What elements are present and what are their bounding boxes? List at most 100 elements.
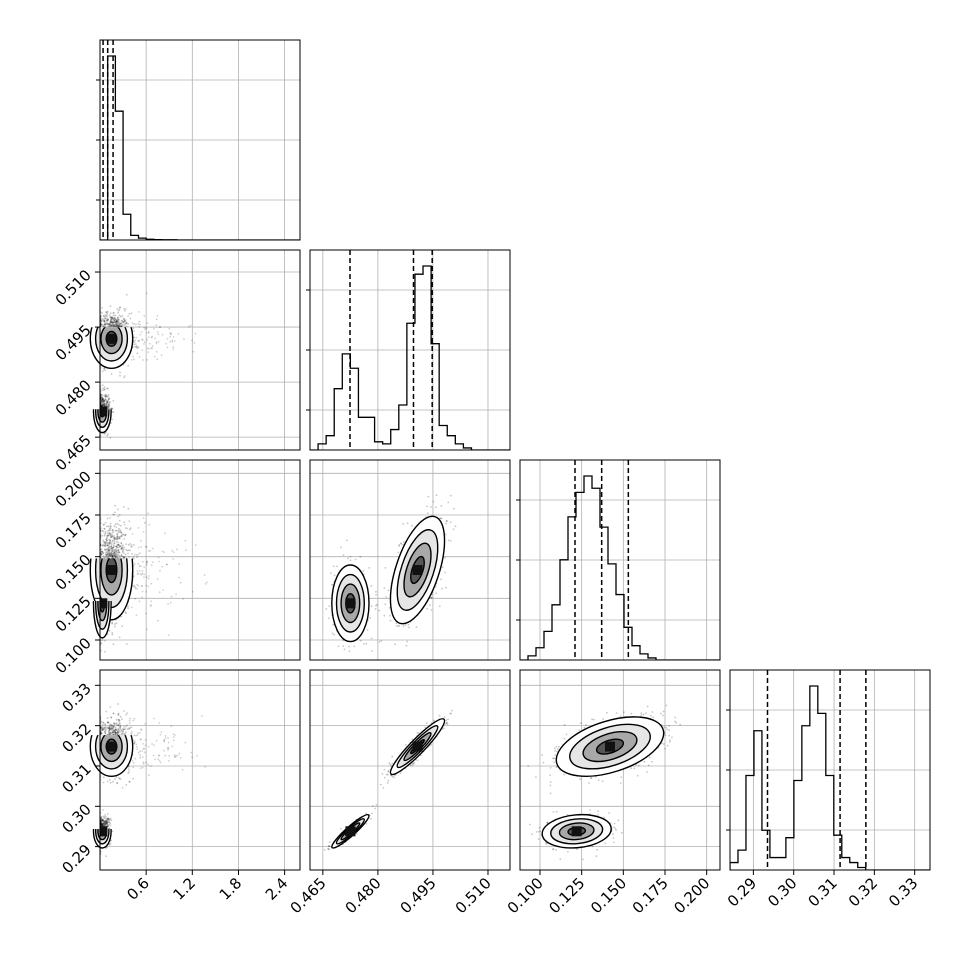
sample-point (109, 727, 112, 730)
sample-point (100, 642, 103, 645)
sample-point (103, 388, 106, 391)
sample-point (117, 713, 119, 716)
sample-point (119, 322, 122, 325)
sample-point (104, 542, 107, 545)
sample-point (107, 727, 110, 729)
sample-point (120, 324, 122, 327)
sample-point (108, 629, 111, 632)
sample-point (111, 731, 113, 734)
sample-point (120, 615, 123, 618)
sample-point (101, 529, 104, 532)
sample-point (105, 553, 108, 555)
sample-point (101, 550, 104, 553)
sample-point (116, 325, 119, 328)
sample-point (107, 721, 109, 724)
sample-point (112, 780, 114, 783)
sample-point (139, 552, 141, 554)
sample-point (118, 527, 120, 530)
sample-point (110, 323, 113, 326)
sample-point (145, 561, 148, 564)
sample-point (183, 338, 185, 340)
sample-point (125, 322, 128, 325)
sample-point (141, 339, 144, 341)
sample-point (106, 517, 109, 520)
sample-point (113, 535, 115, 537)
sample-point (169, 332, 172, 334)
sample-point (110, 553, 113, 556)
sample-point (118, 318, 120, 321)
sample-point (137, 322, 140, 325)
hist-panel-0 (99, 39, 301, 241)
sample-point (108, 538, 110, 541)
sample-point (105, 400, 108, 403)
sample-point (102, 398, 104, 401)
sample-point (105, 399, 108, 402)
sample-point (115, 545, 117, 548)
sample-point (110, 324, 113, 327)
sample-point (176, 548, 178, 551)
sample-point (110, 545, 113, 548)
sample-point (117, 309, 120, 312)
sample-point (101, 312, 103, 314)
sample-point (117, 724, 120, 727)
sample-point (122, 732, 124, 735)
sample-point (126, 549, 129, 552)
histogram-step (100, 55, 300, 240)
sample-point (115, 554, 118, 557)
sample-point (120, 554, 123, 557)
sample-point (109, 316, 112, 318)
sample-point (113, 551, 116, 554)
sample-point (113, 554, 115, 557)
sample-point (143, 341, 146, 344)
sample-point (108, 552, 110, 554)
sample-point (124, 553, 127, 556)
sample-point (108, 404, 111, 407)
sample-point (115, 323, 118, 326)
sample-point (103, 315, 105, 318)
sample-point (109, 723, 112, 725)
sample-point (203, 574, 206, 577)
sample-point (121, 547, 123, 550)
sample-point (133, 544, 135, 546)
sample-point (101, 534, 104, 537)
sample-point (132, 777, 135, 780)
sample-point (106, 556, 109, 558)
sample-point (119, 725, 122, 728)
sample-point (115, 546, 118, 548)
sample-point (121, 324, 123, 326)
sample-point (119, 715, 122, 718)
sample-point (117, 544, 119, 546)
sample-point (113, 549, 116, 551)
sample-point (138, 320, 141, 323)
sample-point (128, 770, 131, 773)
sample-point (101, 545, 104, 547)
sample-point (102, 539, 104, 542)
sample-point (115, 325, 118, 328)
sample-point (147, 336, 150, 339)
sample-point (117, 531, 120, 534)
sample-point (108, 727, 110, 730)
sample-point (109, 325, 112, 328)
sample-point (109, 546, 112, 548)
sample-point (170, 595, 173, 598)
sample-point (112, 553, 115, 555)
sample-point (137, 572, 140, 575)
density-peak (106, 333, 117, 344)
sample-point (121, 545, 124, 548)
sample-point (141, 585, 143, 587)
sample-point (129, 727, 132, 729)
sample-point (103, 386, 106, 389)
sample-point (124, 731, 127, 734)
sample-point (121, 315, 124, 317)
sample-point (102, 555, 105, 557)
sample-point (106, 554, 109, 557)
sample-point (111, 318, 113, 320)
sample-point (108, 552, 111, 555)
sample-point (120, 322, 123, 325)
sample-point (100, 398, 102, 400)
sample-point (126, 724, 128, 727)
sample-point (123, 319, 126, 321)
sample-point (120, 729, 123, 731)
sample-point (116, 731, 119, 734)
sample-point (114, 321, 117, 324)
